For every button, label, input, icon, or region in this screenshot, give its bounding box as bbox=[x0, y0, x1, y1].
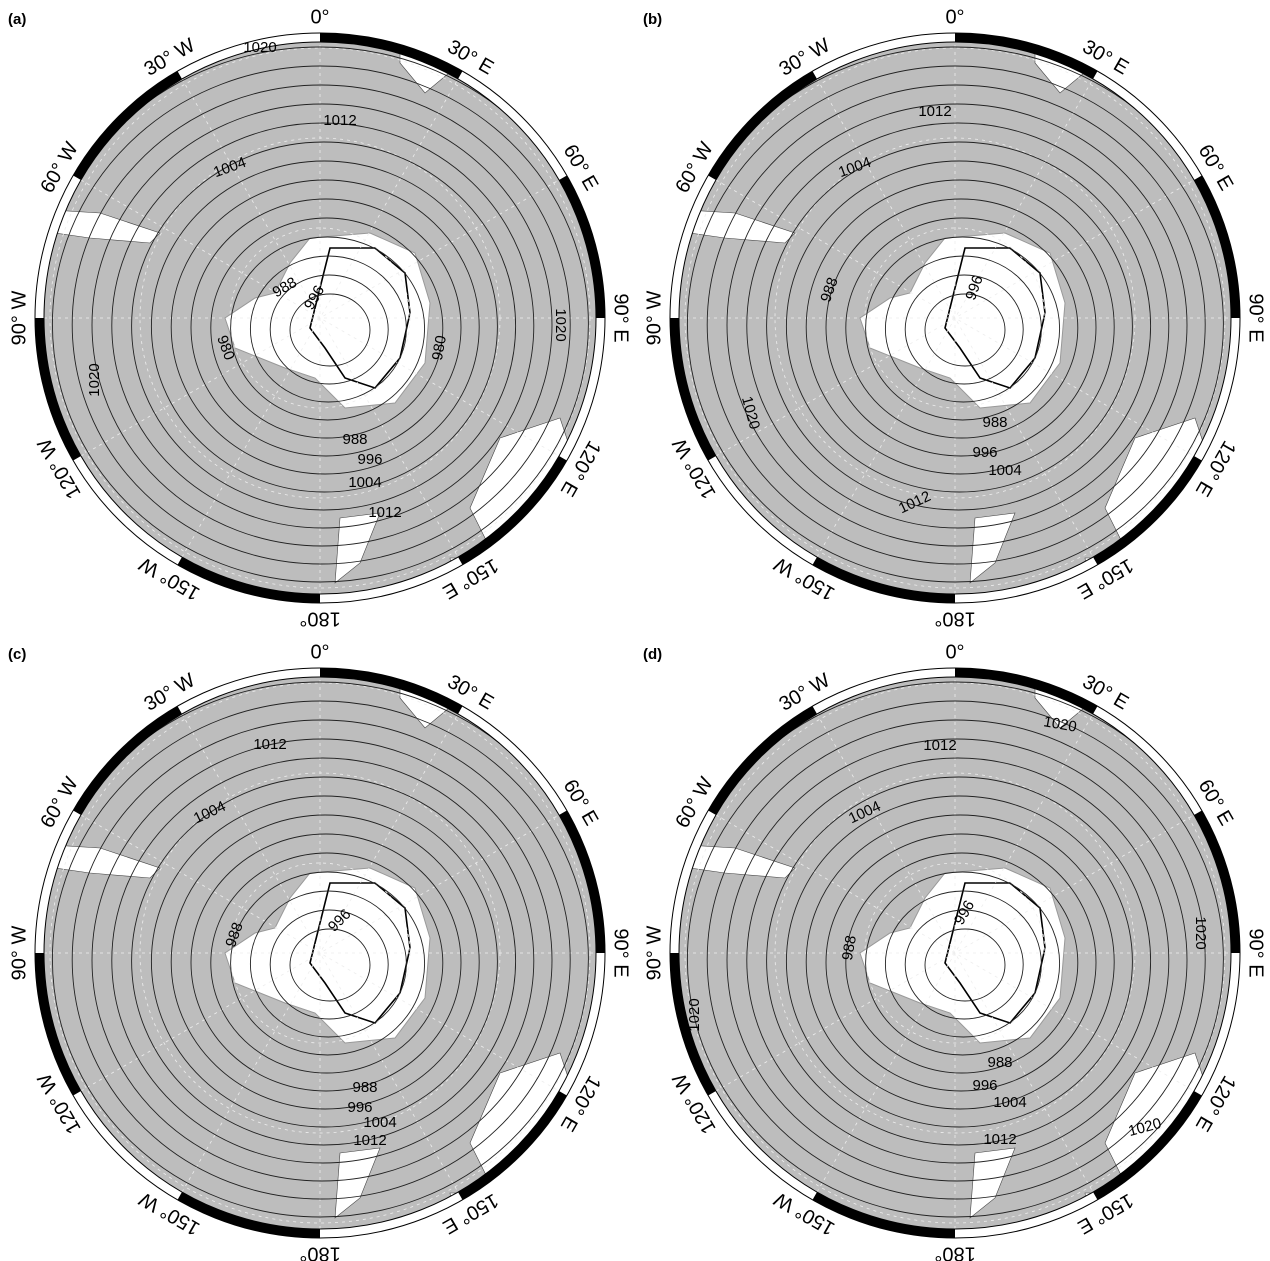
figure: (a)1020101210049889969809801020102098899… bbox=[0, 0, 1270, 1261]
longitude-label: 60° W bbox=[671, 773, 717, 831]
contour-label: 1020 bbox=[1192, 916, 1209, 949]
longitude-label: 30° W bbox=[775, 669, 833, 715]
map-body bbox=[20, 663, 607, 1253]
contour-label: 1020 bbox=[243, 39, 276, 56]
panel-label: (a) bbox=[8, 11, 26, 28]
contour-label: 1004 bbox=[348, 474, 381, 491]
map-panel: (b)101210049889961020988996100410120°30°… bbox=[643, 6, 1267, 629]
longitude-label: 30° W bbox=[140, 34, 198, 80]
longitude-label: 0° bbox=[945, 641, 964, 663]
longitude-label: 90° E bbox=[610, 928, 632, 977]
panel-label: (d) bbox=[643, 646, 662, 663]
map-panel: (a)1020101210049889969809801020102098899… bbox=[8, 6, 632, 629]
longitude-label: 90° W bbox=[8, 291, 30, 346]
longitude-label: 90° E bbox=[1245, 293, 1267, 342]
contour-label: 1012 bbox=[918, 103, 951, 120]
longitude-label: 90° W bbox=[8, 926, 30, 981]
contour-label: 1004 bbox=[363, 1114, 396, 1131]
contour-label: 988 bbox=[352, 1079, 377, 1096]
longitude-label: 60° W bbox=[671, 138, 717, 196]
contour-label: 988 bbox=[342, 431, 367, 448]
longitude-label: 60° W bbox=[36, 773, 82, 831]
contour-label: 1012 bbox=[368, 504, 401, 521]
longitude-label: 60° W bbox=[36, 138, 82, 196]
longitude-label: 90° W bbox=[643, 291, 665, 346]
contour-label: 1020 bbox=[552, 308, 569, 341]
map-panel: (d)1020101210049889961020102098899610041… bbox=[643, 641, 1267, 1261]
longitude-label: 30° W bbox=[775, 34, 833, 80]
panel-label: (b) bbox=[643, 11, 662, 28]
contour-label: 1012 bbox=[323, 112, 356, 129]
longitude-label: 180° bbox=[299, 608, 340, 630]
longitude-label: 90° E bbox=[1245, 928, 1267, 977]
longitude-label: 30° W bbox=[140, 669, 198, 715]
contour-label: 1004 bbox=[988, 462, 1021, 479]
longitude-label: 180° bbox=[934, 1243, 975, 1261]
contour-label: 1012 bbox=[353, 1132, 386, 1149]
map-body bbox=[20, 28, 607, 618]
contour-label: 996 bbox=[972, 444, 997, 461]
contour-label: 996 bbox=[972, 1077, 997, 1094]
contour-label: 1004 bbox=[993, 1094, 1026, 1111]
longitude-label: 90° E bbox=[610, 293, 632, 342]
contour-label: 1012 bbox=[983, 1131, 1016, 1148]
longitude-label: 90° W bbox=[643, 926, 665, 981]
contour-label: 996 bbox=[357, 451, 382, 468]
contour-label: 988 bbox=[982, 414, 1007, 431]
longitude-label: 0° bbox=[310, 641, 329, 663]
contour-label: 1012 bbox=[253, 736, 286, 753]
contour-label: 988 bbox=[987, 1054, 1012, 1071]
longitude-label: 0° bbox=[945, 6, 964, 28]
panel-label: (c) bbox=[8, 646, 26, 663]
longitude-label: 180° bbox=[299, 1243, 340, 1261]
contour-label: 1012 bbox=[923, 737, 956, 754]
longitude-label: 180° bbox=[934, 608, 975, 630]
longitude-label: 0° bbox=[310, 6, 329, 28]
contour-label: 1020 bbox=[86, 363, 103, 396]
